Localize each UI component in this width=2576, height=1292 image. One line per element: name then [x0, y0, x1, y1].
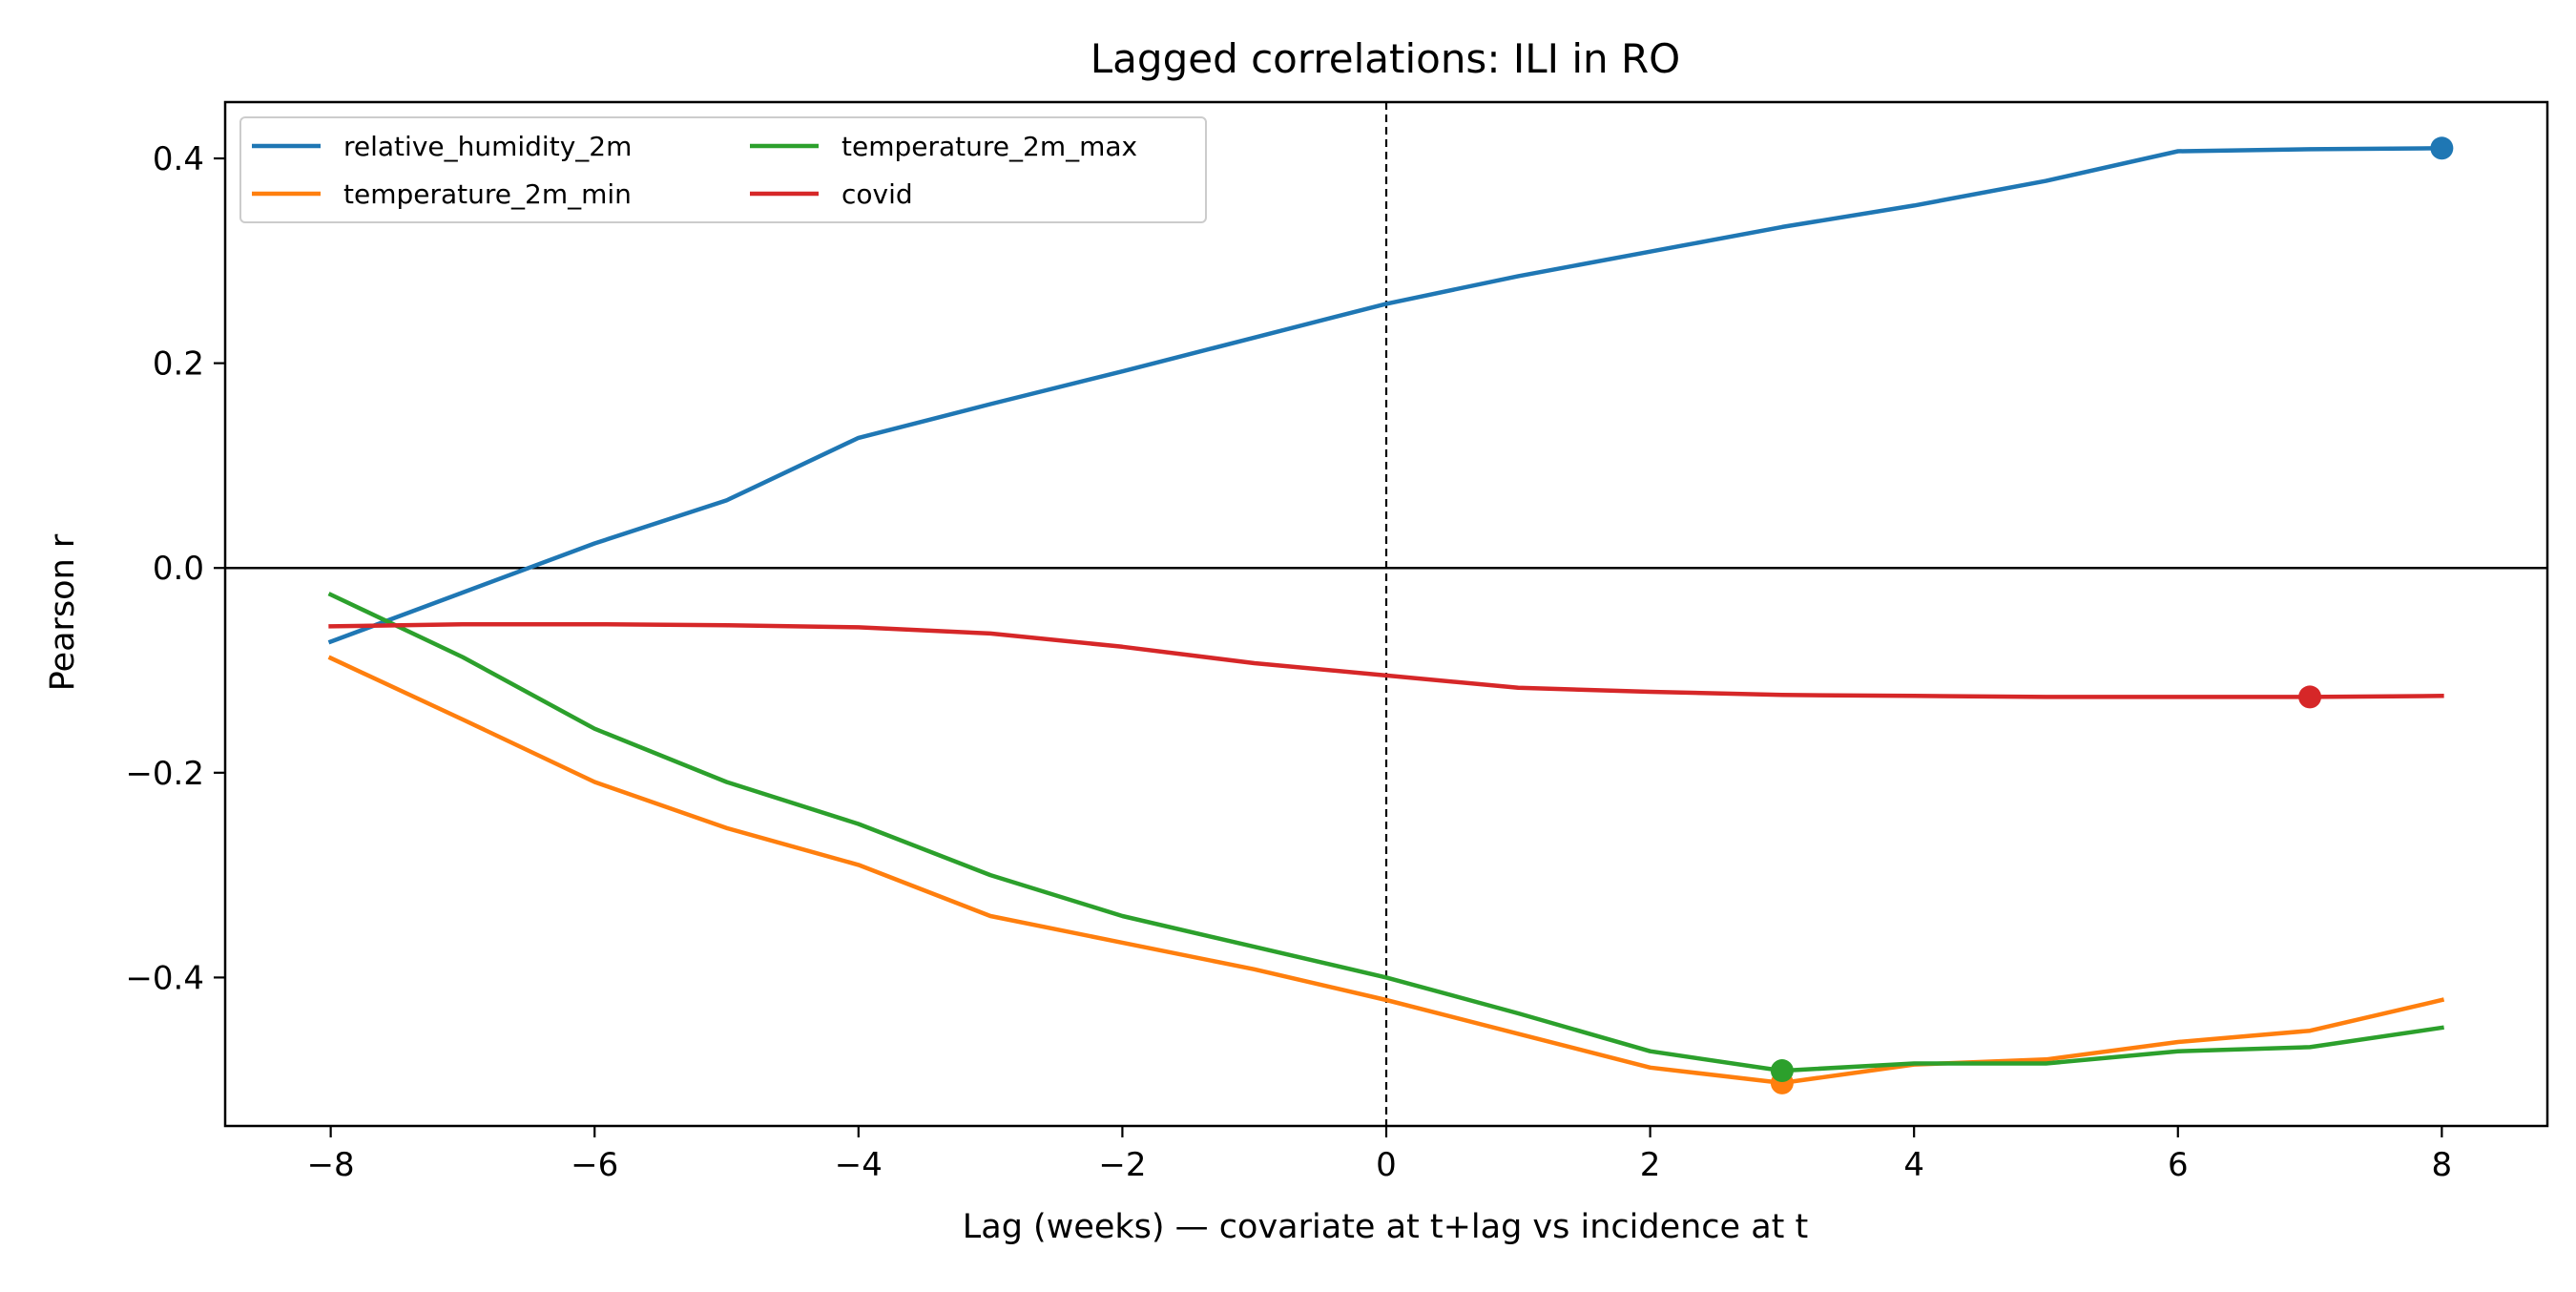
x-tick-label: −6 [571, 1146, 618, 1184]
x-tick-label: 4 [1903, 1146, 1924, 1184]
series-line-temperature_2m_max [327, 592, 2444, 1073]
legend-label: covid [841, 178, 913, 210]
x-tick-label: −8 [307, 1146, 355, 1184]
axis-ticks: −8 −6 −4 −2 0 2 4 6 8 −0.4 −0.2 0.0 0.2 0.4 [125, 140, 2452, 1184]
x-tick-label: 8 [2432, 1146, 2453, 1184]
y-tick-label: 0.0 [153, 550, 204, 588]
y-tick-label: −0.2 [125, 755, 204, 793]
y-tick-label: 0.2 [153, 345, 204, 384]
peak-marker-temperature_2m_max [1770, 1059, 1794, 1083]
x-tick-label: −2 [1098, 1146, 1146, 1184]
peak-marker-covid [2298, 685, 2322, 709]
x-tick-label: 0 [1376, 1146, 1397, 1184]
y-tick-label: −0.4 [125, 959, 204, 997]
legend-box [239, 116, 1207, 223]
legend-label: temperature_2m_min [343, 178, 632, 210]
legend-label: temperature_2m_max [841, 131, 1137, 162]
x-tick-label: 6 [2168, 1146, 2189, 1184]
series-line-temperature_2m_min [327, 655, 2445, 1086]
x-axis-title: Lag (weeks) — covariate at t+lag vs inci… [963, 1208, 1808, 1246]
series-line-relative_humidity_2m [327, 146, 2444, 645]
plot-area [225, 102, 2547, 1126]
y-tick-label: 0.4 [153, 140, 204, 178]
x-tick-label: −4 [835, 1146, 883, 1184]
peak-marker-relative_humidity_2m [2430, 136, 2454, 160]
y-axis-title: Pearson r [44, 533, 82, 691]
legend: relative_humidity_2m temperature_2m_min te… [239, 116, 1207, 223]
series-layer [327, 136, 2454, 1094]
chart-title: Lagged correlations: ILI in RO [1091, 35, 1680, 82]
x-tick-label: 2 [1640, 1146, 1661, 1184]
legend-label: relative_humidity_2m [343, 131, 632, 162]
series-line-covid [328, 621, 2444, 699]
